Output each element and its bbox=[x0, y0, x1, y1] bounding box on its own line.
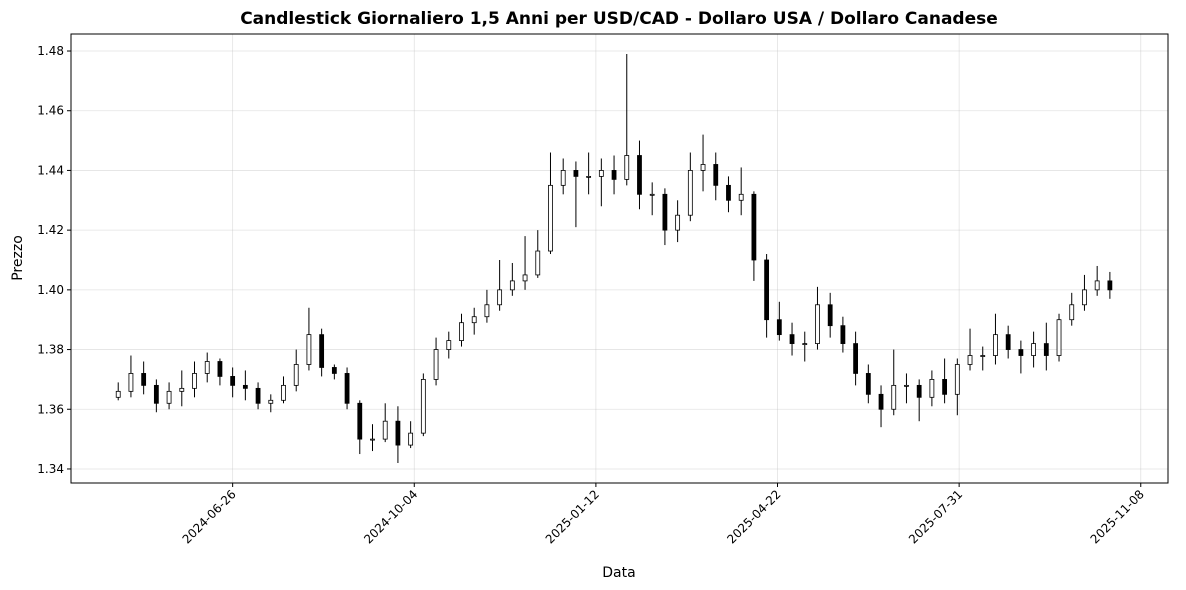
candle-body bbox=[1005, 334, 1011, 350]
candle-body bbox=[141, 373, 147, 386]
candle-body bbox=[738, 193, 744, 201]
candle-body bbox=[331, 367, 337, 374]
candle-body bbox=[433, 349, 439, 380]
candle-body bbox=[1018, 349, 1024, 356]
candle-body bbox=[204, 361, 210, 374]
candle-body bbox=[904, 384, 909, 387]
candle-body bbox=[459, 322, 464, 341]
candle-body bbox=[662, 193, 668, 231]
candle-body bbox=[687, 170, 693, 216]
candle-body bbox=[586, 176, 592, 178]
x-tick-label: 2025-07-31 bbox=[906, 487, 965, 546]
candle-body bbox=[865, 373, 871, 395]
candle-body bbox=[344, 373, 350, 404]
candle-body bbox=[382, 420, 388, 440]
candle-body bbox=[929, 379, 935, 398]
candle-body bbox=[166, 390, 172, 404]
candle-body bbox=[281, 384, 286, 401]
x-tick-label: 2024-10-04 bbox=[361, 487, 420, 546]
candle-body bbox=[153, 384, 159, 404]
x-tick-label: 2025-01-12 bbox=[543, 487, 602, 546]
candle-body bbox=[1031, 343, 1036, 356]
candle-body bbox=[1056, 319, 1062, 356]
candle-body bbox=[242, 384, 248, 389]
y-tick-label: 1.42 bbox=[37, 223, 64, 237]
candle-body bbox=[942, 379, 948, 395]
y-tick-label: 1.34 bbox=[37, 462, 64, 476]
y-tick-label: 1.38 bbox=[37, 343, 64, 357]
candle-body bbox=[420, 379, 426, 434]
y-tick-label: 1.48 bbox=[37, 44, 64, 58]
x-tick-label: 2025-11-08 bbox=[1088, 487, 1147, 546]
candle-body bbox=[370, 438, 375, 441]
y-tick-label: 1.40 bbox=[37, 283, 64, 297]
y-tick-label: 1.46 bbox=[37, 104, 64, 118]
candle-body bbox=[471, 316, 477, 324]
candle-body bbox=[497, 289, 503, 306]
candle-body bbox=[802, 343, 808, 345]
candle-body bbox=[395, 420, 401, 446]
candle-body bbox=[446, 340, 452, 350]
candle-body bbox=[980, 355, 986, 357]
candle-body bbox=[967, 355, 973, 365]
candle-body bbox=[776, 319, 782, 336]
candle-body bbox=[637, 155, 642, 195]
candle-body bbox=[255, 387, 261, 404]
candle-body bbox=[840, 325, 846, 344]
candle-body bbox=[560, 170, 566, 186]
candle-body bbox=[1107, 280, 1113, 291]
candle-body bbox=[268, 399, 274, 404]
candle-body bbox=[624, 155, 630, 180]
candle-body bbox=[726, 184, 731, 201]
candle-body bbox=[179, 387, 185, 392]
chart-title: Candlestick Giornaliero 1,5 Anni per USD… bbox=[240, 9, 998, 29]
candle-body bbox=[764, 259, 770, 321]
candle-body bbox=[878, 393, 884, 410]
candle-body bbox=[1094, 280, 1100, 291]
candle-body bbox=[548, 184, 553, 252]
candle-body bbox=[649, 193, 655, 196]
candle-body bbox=[293, 364, 299, 386]
candle-body bbox=[128, 373, 134, 392]
candle-body bbox=[573, 170, 579, 177]
candle-body bbox=[700, 164, 706, 171]
y-tick-label: 1.36 bbox=[37, 402, 64, 416]
candle-body bbox=[319, 334, 325, 368]
candle-body bbox=[408, 432, 414, 446]
candle-body bbox=[675, 214, 681, 231]
candle-body bbox=[1043, 343, 1049, 356]
candle-body bbox=[306, 334, 312, 365]
candle-body bbox=[1069, 304, 1075, 321]
x-axis-label: Data bbox=[602, 565, 635, 581]
candle-body bbox=[509, 280, 515, 291]
candle-body bbox=[598, 170, 604, 177]
x-tick-label: 2025-04-22 bbox=[724, 487, 783, 546]
candle-body bbox=[789, 334, 795, 344]
candle-body bbox=[916, 384, 922, 398]
candle-body bbox=[484, 304, 490, 318]
candle-body bbox=[954, 364, 960, 395]
plot-frame bbox=[70, 33, 1169, 484]
candle-body bbox=[815, 304, 820, 344]
candle-body bbox=[993, 334, 998, 356]
candle-body bbox=[611, 170, 617, 180]
candle-body bbox=[217, 361, 223, 377]
candle-body bbox=[751, 193, 757, 261]
candle-body bbox=[853, 343, 859, 374]
candle-body bbox=[357, 402, 363, 440]
y-axis-label: Prezzo bbox=[10, 235, 26, 281]
candle-body bbox=[522, 274, 528, 282]
candle-body bbox=[115, 390, 121, 398]
candle-body bbox=[230, 376, 236, 386]
candle-body bbox=[535, 250, 541, 276]
candle-body bbox=[827, 304, 833, 327]
x-tick-label: 2024-06-26 bbox=[180, 487, 239, 546]
candle-body bbox=[713, 164, 719, 186]
candle-body bbox=[1082, 289, 1087, 306]
y-tick-label: 1.44 bbox=[37, 163, 64, 177]
candle-body bbox=[891, 384, 897, 410]
candle-body bbox=[192, 373, 197, 389]
